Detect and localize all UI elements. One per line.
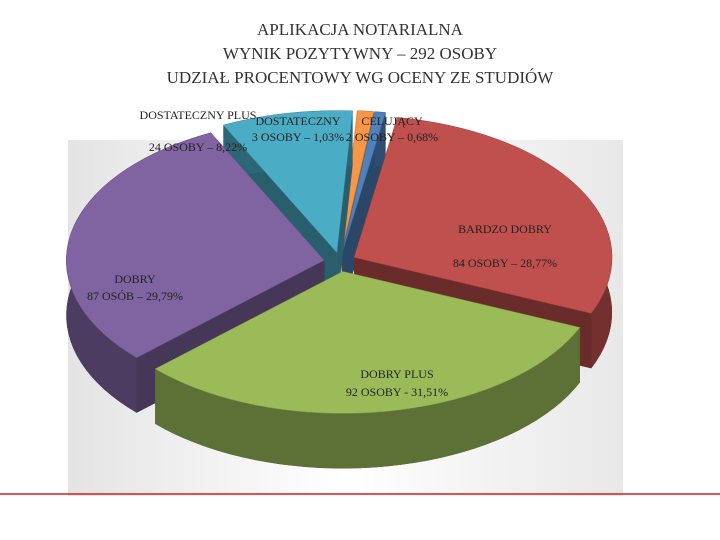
- slice-label: DOBRY: [114, 272, 156, 286]
- value-label: 2 OSOBY – 0,68%: [346, 130, 438, 144]
- slice: [342, 111, 386, 253]
- slice: [66, 132, 325, 359]
- value-label: 84 OSOBY – 28,77%: [453, 256, 557, 270]
- value-label: 92 OSOBY - 31,51%: [346, 385, 448, 399]
- chart-title: WYNIK POZYTYWNY – 292 OSOBY: [223, 44, 497, 63]
- slice-side: [155, 327, 580, 469]
- slice: [353, 117, 613, 314]
- slice-label: BARDZO DOBRY: [458, 222, 552, 236]
- slice-label: CELUJĄCY: [361, 114, 423, 128]
- chart-title: UDZIAŁ PROCENTOWY WG OCENY ZE STUDIÓW: [167, 68, 555, 87]
- slice-label: DOSTATECZNY PLUS: [140, 108, 257, 122]
- value-label: 24 OSOBY – 8,22%: [149, 140, 247, 154]
- value-label: 3 OSOBY – 1,03%: [252, 130, 344, 144]
- slice: [154, 271, 581, 414]
- value-label: 87 OSÓB – 29,79%: [87, 289, 183, 303]
- slice: [222, 110, 353, 254]
- chart-title: APLIKACJA NOTARIALNA: [257, 20, 464, 39]
- slice-label: DOSTATECZNY: [255, 114, 340, 128]
- slice-label: DOBRY PLUS: [360, 367, 433, 381]
